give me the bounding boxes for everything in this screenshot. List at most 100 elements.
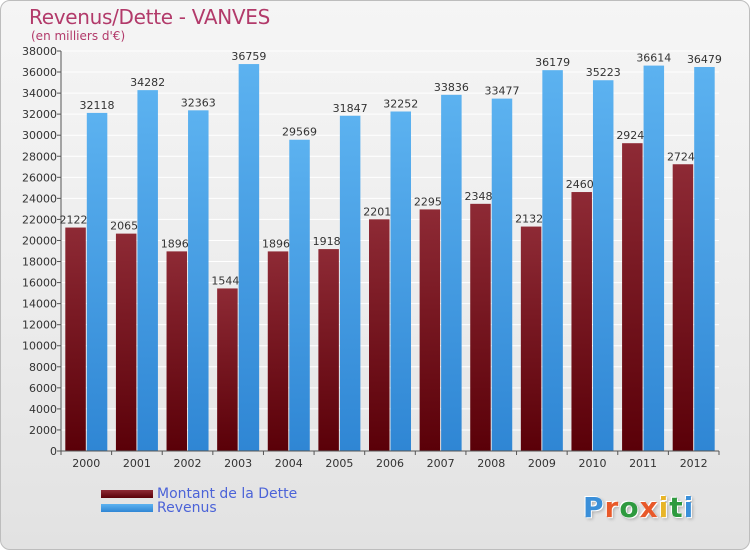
data-label-debt: 1918 xyxy=(313,235,341,248)
logo-letter: i xyxy=(683,491,695,524)
x-tick-label: 2011 xyxy=(629,457,657,470)
bar-debt xyxy=(267,251,289,451)
logo-letter: o xyxy=(619,491,640,524)
y-tick-label: 12000 xyxy=(22,319,57,332)
chart-subtitle: (en milliers d'€) xyxy=(31,29,126,43)
bar-revenue xyxy=(542,70,563,451)
y-tick-label: 34000 xyxy=(22,87,57,100)
grid-lines xyxy=(61,50,719,452)
bar-debt xyxy=(115,233,137,451)
data-label-debt: 2924 xyxy=(616,129,644,142)
y-tick-label: 8000 xyxy=(29,361,57,374)
data-label-revenue: 34282 xyxy=(130,76,165,89)
y-tick-label: 20000 xyxy=(22,234,57,247)
data-label-debt: 2065 xyxy=(110,220,138,233)
data-label-revenue: 32363 xyxy=(181,96,216,109)
data-label-revenue: 33836 xyxy=(434,81,469,94)
y-tick-label: 38000 xyxy=(22,45,57,58)
legend-swatch-revenue xyxy=(101,504,153,512)
bar-debt xyxy=(470,203,491,451)
y-tick-label: 18000 xyxy=(22,256,57,269)
x-tick-label: 2000 xyxy=(72,457,100,470)
data-label-debt: 2122 xyxy=(60,214,88,227)
bar-debt xyxy=(520,226,542,451)
y-tick-label: 0 xyxy=(50,445,57,458)
x-tick-label: 2001 xyxy=(123,457,151,470)
y-tick-label: 26000 xyxy=(22,171,57,184)
logo-letter: r xyxy=(604,491,620,524)
y-tick-label: 36000 xyxy=(22,66,57,79)
bar-revenue xyxy=(694,67,715,451)
data-label-debt: 2295 xyxy=(414,195,442,208)
x-tick-label: 2004 xyxy=(275,457,303,470)
bar-debt xyxy=(217,288,238,451)
y-tick-label: 6000 xyxy=(29,382,57,395)
bar-debt xyxy=(65,227,86,451)
data-label-debt: 1544 xyxy=(211,274,239,287)
data-label-debt: 2348 xyxy=(464,190,492,203)
y-tick-label: 24000 xyxy=(22,192,57,205)
y-tick-label: 2000 xyxy=(29,424,57,437)
legend-swatch-debt xyxy=(101,490,153,498)
data-label-revenue: 32118 xyxy=(80,99,115,112)
x-tick-label: 2010 xyxy=(578,457,606,470)
bar-debt xyxy=(369,219,390,451)
bar-debt xyxy=(166,251,188,451)
data-label-revenue: 29569 xyxy=(282,126,317,139)
bar-revenue xyxy=(86,112,108,452)
x-tick-label: 2009 xyxy=(528,457,556,470)
data-label-revenue: 36759 xyxy=(231,50,266,63)
logo-letter: i xyxy=(658,491,670,524)
bar-debt xyxy=(571,192,592,451)
logo-letter: x xyxy=(639,491,659,524)
data-label-debt: 1896 xyxy=(262,237,290,250)
bars xyxy=(65,64,715,452)
y-tick-label: 10000 xyxy=(22,340,57,353)
data-label-debt: 2201 xyxy=(363,205,391,218)
data-label-revenue: 33477 xyxy=(484,85,519,98)
data-label-debt: 1896 xyxy=(161,237,189,250)
bar-revenue xyxy=(390,111,411,452)
y-tick-label: 32000 xyxy=(22,108,57,121)
axes: 0 2000 4000 6000 8000 10000 12000 14000 16000 180… xyxy=(22,45,720,470)
x-tick-label: 2003 xyxy=(224,457,252,470)
y-tick-label: 30000 xyxy=(22,129,57,142)
data-label-debt: 2460 xyxy=(566,178,594,191)
data-label-revenue: 36614 xyxy=(636,52,671,65)
bar-revenue xyxy=(441,94,462,452)
y-tick-label: 14000 xyxy=(22,298,57,311)
bar-revenue xyxy=(238,64,260,451)
logo-letter: P xyxy=(583,491,605,524)
x-tick-label: 2007 xyxy=(427,457,455,470)
x-tick-label: 2005 xyxy=(325,457,353,470)
bar-revenue xyxy=(137,90,158,451)
data-label-revenue: 36479 xyxy=(687,53,722,66)
data-labels: 2122 32118 2065 34282 1896 32363 1544 36759 1896… xyxy=(60,50,722,287)
bar-revenue xyxy=(188,110,209,451)
bar-revenue xyxy=(592,80,614,452)
data-label-revenue: 35223 xyxy=(586,66,621,79)
proxiti-logo: Proxiti xyxy=(583,491,694,524)
data-label-debt: 2724 xyxy=(667,150,695,163)
bar-revenue xyxy=(289,139,310,451)
x-tick-label: 2008 xyxy=(477,457,505,470)
legend-label-revenue: Revenus xyxy=(157,500,217,516)
bar-revenue xyxy=(491,98,513,451)
bar-debt xyxy=(419,209,441,451)
y-tick-label: 4000 xyxy=(29,403,57,416)
data-label-revenue: 32252 xyxy=(383,98,418,111)
chart-title: Revenus/Dette - VANVES xyxy=(29,5,271,29)
x-tick-label: 2006 xyxy=(376,457,404,470)
x-tick-label: 2002 xyxy=(174,457,202,470)
y-tick-label: 28000 xyxy=(22,150,57,163)
data-label-revenue: 31847 xyxy=(333,102,368,115)
y-tick-label: 22000 xyxy=(22,213,57,226)
bar-debt xyxy=(318,249,339,451)
data-label-debt: 2132 xyxy=(515,213,543,226)
bar-debt xyxy=(672,164,694,451)
x-tick-label: 2012 xyxy=(680,457,708,470)
logo-letter: t xyxy=(669,491,684,524)
bar-debt xyxy=(622,143,643,451)
